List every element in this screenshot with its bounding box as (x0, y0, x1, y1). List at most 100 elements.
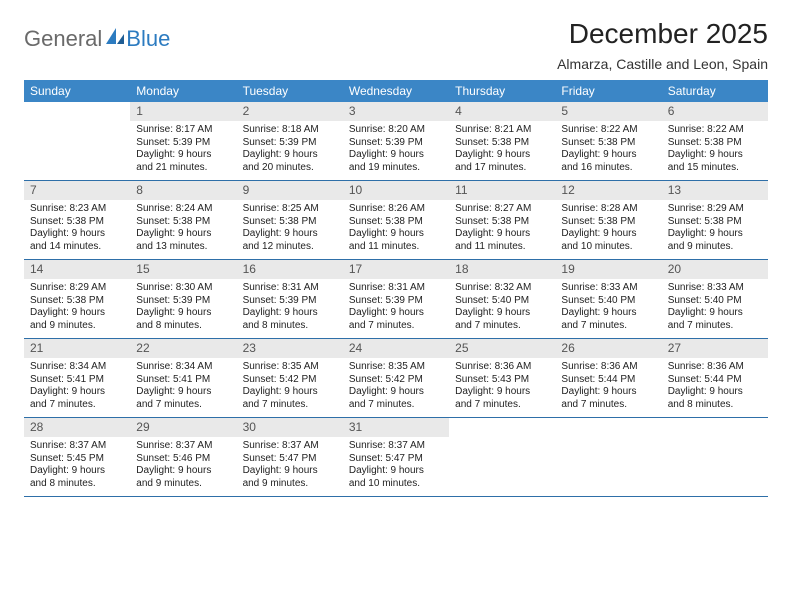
daylight-line: Daylight: 9 hours and 8 minutes. (243, 307, 337, 332)
day-number: 5 (555, 102, 661, 121)
sunrise-line: Sunrise: 8:37 AM (30, 440, 124, 453)
sunrise-line: Sunrise: 8:27 AM (455, 203, 549, 216)
sunrise-line: Sunrise: 8:26 AM (349, 203, 443, 216)
daylight-line: Daylight: 9 hours and 12 minutes. (243, 228, 337, 253)
day-cell: 27Sunrise: 8:36 AMSunset: 5:44 PMDayligh… (662, 339, 768, 417)
sunrise-line: Sunrise: 8:29 AM (668, 203, 762, 216)
day-number: 7 (24, 181, 130, 200)
sunset-line: Sunset: 5:38 PM (668, 137, 762, 150)
day-number: 11 (449, 181, 555, 200)
day-cell: 29Sunrise: 8:37 AMSunset: 5:46 PMDayligh… (130, 418, 236, 496)
day-number: 13 (662, 181, 768, 200)
location-subtitle: Almarza, Castille and Leon, Spain (557, 56, 768, 72)
day-number: 27 (662, 339, 768, 358)
daylight-line: Daylight: 9 hours and 17 minutes. (455, 149, 549, 174)
sunset-line: Sunset: 5:38 PM (455, 137, 549, 150)
day-number: 10 (343, 181, 449, 200)
sunset-line: Sunset: 5:39 PM (136, 295, 230, 308)
weeks-container: 1Sunrise: 8:17 AMSunset: 5:39 PMDaylight… (24, 102, 768, 497)
sunrise-line: Sunrise: 8:17 AM (136, 124, 230, 137)
sunrise-line: Sunrise: 8:22 AM (561, 124, 655, 137)
daylight-line: Daylight: 9 hours and 9 minutes. (30, 307, 124, 332)
day-cell: 6Sunrise: 8:22 AMSunset: 5:38 PMDaylight… (662, 102, 768, 180)
sunrise-line: Sunrise: 8:30 AM (136, 282, 230, 295)
week-row: 28Sunrise: 8:37 AMSunset: 5:45 PMDayligh… (24, 418, 768, 497)
sunset-line: Sunset: 5:39 PM (243, 137, 337, 150)
sunrise-line: Sunrise: 8:36 AM (668, 361, 762, 374)
logo-text-gray: General (24, 26, 102, 52)
sunset-line: Sunset: 5:38 PM (561, 137, 655, 150)
weekday-header-row: Sunday Monday Tuesday Wednesday Thursday… (24, 80, 768, 102)
daylight-line: Daylight: 9 hours and 15 minutes. (668, 149, 762, 174)
sunset-line: Sunset: 5:42 PM (349, 374, 443, 387)
sunset-line: Sunset: 5:38 PM (30, 216, 124, 229)
sunrise-line: Sunrise: 8:28 AM (561, 203, 655, 216)
weekday-header: Friday (555, 80, 661, 102)
sunrise-line: Sunrise: 8:37 AM (349, 440, 443, 453)
sunset-line: Sunset: 5:42 PM (243, 374, 337, 387)
day-cell: 23Sunrise: 8:35 AMSunset: 5:42 PMDayligh… (237, 339, 343, 417)
day-cell: 10Sunrise: 8:26 AMSunset: 5:38 PMDayligh… (343, 181, 449, 259)
sunset-line: Sunset: 5:46 PM (136, 453, 230, 466)
sunrise-line: Sunrise: 8:34 AM (136, 361, 230, 374)
day-cell: 11Sunrise: 8:27 AMSunset: 5:38 PMDayligh… (449, 181, 555, 259)
day-number: 30 (237, 418, 343, 437)
daylight-line: Daylight: 9 hours and 9 minutes. (136, 465, 230, 490)
day-cell: 8Sunrise: 8:24 AMSunset: 5:38 PMDaylight… (130, 181, 236, 259)
sunrise-line: Sunrise: 8:37 AM (136, 440, 230, 453)
week-row: 1Sunrise: 8:17 AMSunset: 5:39 PMDaylight… (24, 102, 768, 181)
daylight-line: Daylight: 9 hours and 8 minutes. (30, 465, 124, 490)
sunrise-line: Sunrise: 8:31 AM (349, 282, 443, 295)
daylight-line: Daylight: 9 hours and 7 minutes. (455, 386, 549, 411)
day-number: 18 (449, 260, 555, 279)
day-cell: 18Sunrise: 8:32 AMSunset: 5:40 PMDayligh… (449, 260, 555, 338)
day-cell: 28Sunrise: 8:37 AMSunset: 5:45 PMDayligh… (24, 418, 130, 496)
weekday-header: Saturday (662, 80, 768, 102)
day-number: 14 (24, 260, 130, 279)
sunset-line: Sunset: 5:38 PM (136, 216, 230, 229)
day-cell: 3Sunrise: 8:20 AMSunset: 5:39 PMDaylight… (343, 102, 449, 180)
title-block: December 2025 Almarza, Castille and Leon… (557, 18, 768, 72)
day-cell (449, 418, 555, 496)
sunset-line: Sunset: 5:38 PM (243, 216, 337, 229)
daylight-line: Daylight: 9 hours and 7 minutes. (349, 307, 443, 332)
daylight-line: Daylight: 9 hours and 9 minutes. (668, 228, 762, 253)
day-cell: 13Sunrise: 8:29 AMSunset: 5:38 PMDayligh… (662, 181, 768, 259)
day-cell (24, 102, 130, 180)
sunset-line: Sunset: 5:38 PM (349, 216, 443, 229)
weekday-header: Monday (130, 80, 236, 102)
sunset-line: Sunset: 5:45 PM (30, 453, 124, 466)
sunrise-line: Sunrise: 8:36 AM (561, 361, 655, 374)
day-cell: 30Sunrise: 8:37 AMSunset: 5:47 PMDayligh… (237, 418, 343, 496)
daylight-line: Daylight: 9 hours and 19 minutes. (349, 149, 443, 174)
day-number: 15 (130, 260, 236, 279)
sunrise-line: Sunrise: 8:32 AM (455, 282, 549, 295)
daylight-line: Daylight: 9 hours and 14 minutes. (30, 228, 124, 253)
daylight-line: Daylight: 9 hours and 11 minutes. (455, 228, 549, 253)
day-cell: 24Sunrise: 8:35 AMSunset: 5:42 PMDayligh… (343, 339, 449, 417)
daylight-line: Daylight: 9 hours and 7 minutes. (30, 386, 124, 411)
daylight-line: Daylight: 9 hours and 7 minutes. (136, 386, 230, 411)
daylight-line: Daylight: 9 hours and 9 minutes. (243, 465, 337, 490)
sunrise-line: Sunrise: 8:23 AM (30, 203, 124, 216)
daylight-line: Daylight: 9 hours and 20 minutes. (243, 149, 337, 174)
day-number: 19 (555, 260, 661, 279)
sunrise-line: Sunrise: 8:35 AM (349, 361, 443, 374)
day-cell: 2Sunrise: 8:18 AMSunset: 5:39 PMDaylight… (237, 102, 343, 180)
day-number: 1 (130, 102, 236, 121)
daylight-line: Daylight: 9 hours and 10 minutes. (561, 228, 655, 253)
day-number: 17 (343, 260, 449, 279)
page-header: General Blue December 2025 Almarza, Cast… (24, 18, 768, 72)
sunset-line: Sunset: 5:44 PM (561, 374, 655, 387)
day-cell: 26Sunrise: 8:36 AMSunset: 5:44 PMDayligh… (555, 339, 661, 417)
sunset-line: Sunset: 5:41 PM (30, 374, 124, 387)
day-number: 6 (662, 102, 768, 121)
sunrise-line: Sunrise: 8:33 AM (668, 282, 762, 295)
daylight-line: Daylight: 9 hours and 10 minutes. (349, 465, 443, 490)
day-cell: 20Sunrise: 8:33 AMSunset: 5:40 PMDayligh… (662, 260, 768, 338)
sunrise-line: Sunrise: 8:21 AM (455, 124, 549, 137)
day-number: 31 (343, 418, 449, 437)
day-number: 12 (555, 181, 661, 200)
sunrise-line: Sunrise: 8:34 AM (30, 361, 124, 374)
calendar-page: General Blue December 2025 Almarza, Cast… (0, 0, 792, 515)
